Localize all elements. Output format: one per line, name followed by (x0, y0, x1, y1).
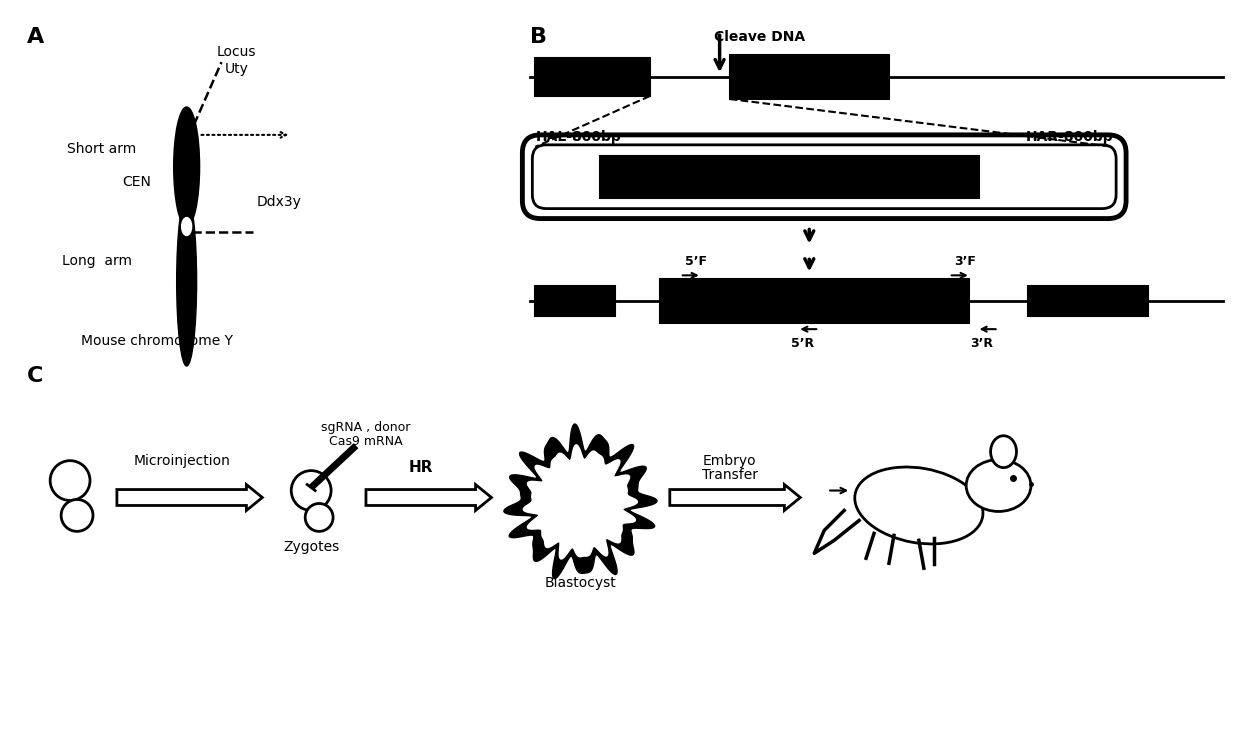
Text: 5’F: 5’F (684, 255, 707, 268)
Text: Transfer: Transfer (702, 467, 758, 481)
Bar (660, 280, 968, 323)
Polygon shape (523, 445, 637, 559)
Circle shape (291, 470, 331, 511)
Text: Uty: Uty (224, 62, 248, 76)
Ellipse shape (966, 460, 1030, 512)
FancyArrow shape (366, 484, 491, 511)
Text: Long  arm: Long arm (62, 255, 131, 269)
Ellipse shape (174, 107, 200, 227)
Text: Zygotes: Zygotes (283, 540, 340, 554)
Text: Short arm: Short arm (67, 142, 136, 156)
Text: B: B (531, 27, 547, 47)
Text: HR: HR (408, 460, 433, 475)
Bar (1028, 286, 1148, 316)
Bar (536, 58, 650, 96)
Polygon shape (503, 424, 657, 578)
Text: Embryo: Embryo (703, 453, 756, 467)
Text: Locus: Locus (217, 45, 257, 59)
Text: HAL-800bp: HAL-800bp (536, 130, 621, 144)
Text: 3’R: 3’R (971, 336, 993, 350)
Ellipse shape (854, 467, 983, 544)
Text: C: C (27, 366, 43, 386)
Text: Ddx3y: Ddx3y (257, 194, 301, 208)
Text: 5’R: 5’R (791, 336, 815, 350)
FancyArrow shape (670, 484, 800, 511)
Text: HAR-800bp: HAR-800bp (1025, 130, 1114, 144)
Text: 3’F: 3’F (954, 255, 976, 268)
Text: Cas9 mRNA: Cas9 mRNA (329, 435, 403, 448)
Ellipse shape (182, 218, 192, 236)
Text: CEN: CEN (123, 174, 151, 188)
Bar (729, 55, 889, 99)
Text: Blastocyst: Blastocyst (544, 576, 616, 590)
FancyBboxPatch shape (522, 135, 1126, 219)
Bar (536, 286, 615, 316)
FancyBboxPatch shape (532, 145, 1116, 208)
Circle shape (305, 503, 334, 531)
Text: A: A (27, 27, 45, 47)
Text: Mouse chromosome Y: Mouse chromosome Y (81, 334, 233, 348)
Circle shape (50, 461, 91, 500)
FancyArrow shape (117, 484, 263, 511)
Ellipse shape (176, 197, 197, 366)
Text: sgRNA , donor: sgRNA , donor (321, 421, 410, 434)
Text: Microinjection: Microinjection (133, 453, 231, 467)
Text: Cleave DNA: Cleave DNA (714, 30, 805, 44)
Bar (600, 156, 978, 198)
Circle shape (61, 500, 93, 531)
Ellipse shape (991, 436, 1017, 467)
